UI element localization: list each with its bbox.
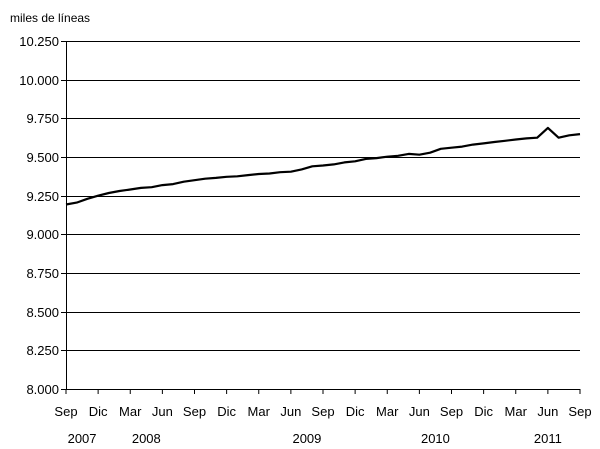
x-tick-label: Jun <box>152 404 173 419</box>
y-tick-label: 9.500 <box>26 150 59 165</box>
x-tick-label: Mar <box>376 404 399 419</box>
x-tick-label: Sep <box>183 404 206 419</box>
gridlines <box>66 41 580 351</box>
x-tick-label: Dic <box>346 404 365 419</box>
x-tick-label: Dic <box>217 404 236 419</box>
y-axis-unit-label: miles de líneas <box>10 11 90 25</box>
y-tick-label: 8.250 <box>26 343 59 358</box>
x-tick-label: Sep <box>311 404 334 419</box>
year-label: 2011 <box>534 431 562 446</box>
year-label: 2008 <box>132 431 161 446</box>
axes <box>61 41 581 394</box>
x-tick-label: Mar <box>119 404 142 419</box>
y-axis-tick-labels: 8.000 8.250 8.500 8.750 9.000 9.250 9.500 9.750… <box>19 34 59 397</box>
x-tick-label: Dic <box>89 404 108 419</box>
y-tick-label: 8.750 <box>26 266 59 281</box>
year-label: 2010 <box>421 431 450 446</box>
x-tick-label: Sep <box>440 404 463 419</box>
x-tick-label: Dic <box>474 404 493 419</box>
x-tick-label: Sep <box>568 404 591 419</box>
y-tick-label: 10.000 <box>19 73 59 88</box>
x-tick-label: Jun <box>280 404 301 419</box>
series-group <box>65 126 581 206</box>
y-tick-label: 10.250 <box>19 34 59 49</box>
x-tick-label: Jun <box>409 404 430 419</box>
x-tick-label: Sep <box>54 404 77 419</box>
x-axis-year-labels: 2007 2008 2009 2010 2011 <box>68 431 562 446</box>
year-label: 2007 <box>68 431 97 446</box>
y-tick-label: 9.750 <box>26 111 59 126</box>
y-tick-label: 8.500 <box>26 305 59 320</box>
x-tick-label: Mar <box>505 404 528 419</box>
y-tick-label: 9.000 <box>26 227 59 242</box>
series-line-0 <box>65 126 581 206</box>
y-tick-label: 8.000 <box>26 382 59 397</box>
x-tick-label: Mar <box>248 404 271 419</box>
x-axis-tick-labels: Sep Dic Mar Jun Sep Dic Mar Jun Sep Dic Mar Jun Sep D… <box>54 404 591 419</box>
x-tick-label: Jun <box>537 404 558 419</box>
y-tick-label: 9.250 <box>26 189 59 204</box>
year-label: 2009 <box>292 431 321 446</box>
